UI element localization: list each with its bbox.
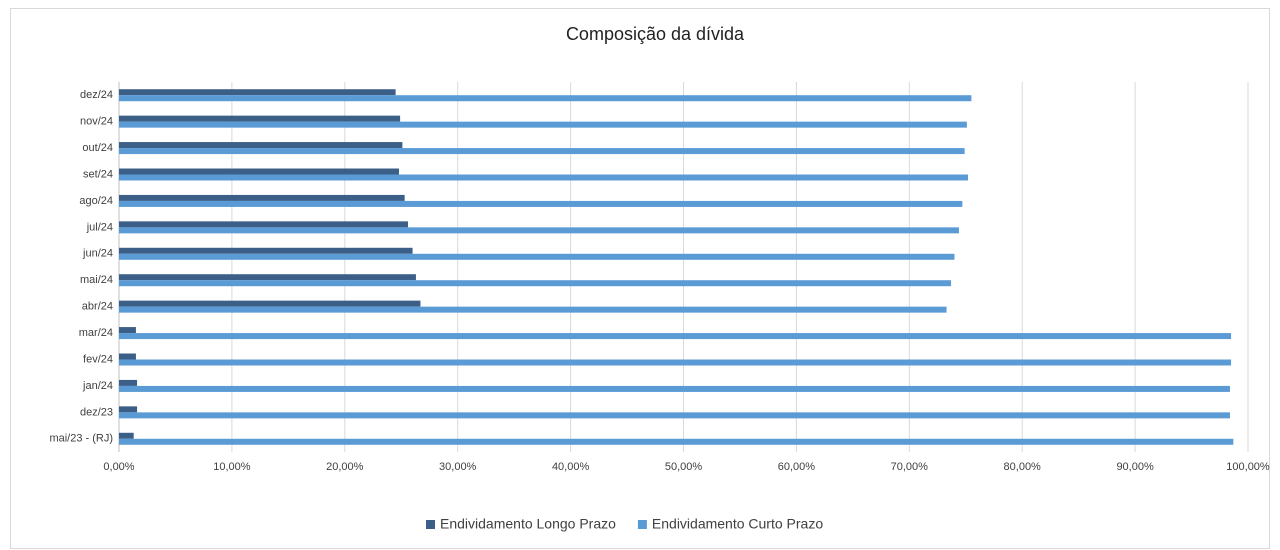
y-tick-label: mar/24 xyxy=(79,327,113,339)
bar xyxy=(119,174,969,181)
x-tick-label: 20,00% xyxy=(326,461,364,473)
bar xyxy=(119,379,138,386)
x-tick-label: 30,00% xyxy=(439,461,477,473)
bar xyxy=(119,200,963,207)
bar xyxy=(119,406,138,413)
bar xyxy=(119,142,403,149)
y-tick-label: jul/24 xyxy=(86,221,113,233)
bar xyxy=(119,247,413,254)
y-tick-label: fev/24 xyxy=(83,353,113,365)
bar xyxy=(119,221,409,228)
y-tick-label: set/24 xyxy=(83,168,113,180)
bar xyxy=(119,168,399,175)
x-tick-label: 100,00% xyxy=(1226,461,1270,473)
legend-label: Endividamento Longo Prazo xyxy=(440,516,616,532)
y-tick-label: mai/23 - (RJ) xyxy=(49,433,113,445)
bar xyxy=(119,333,1232,340)
bar xyxy=(119,438,1234,445)
bar xyxy=(119,432,134,439)
bar xyxy=(119,353,136,360)
y-tick-label: abr/24 xyxy=(82,301,113,313)
legend-swatch xyxy=(637,520,647,529)
bar xyxy=(119,306,947,313)
bar xyxy=(119,227,959,234)
legend-swatch xyxy=(426,520,435,529)
bar xyxy=(119,253,955,260)
y-tick-label: nov/24 xyxy=(80,116,113,128)
y-tick-label: out/24 xyxy=(82,142,113,154)
x-tick-label: 40,00% xyxy=(552,461,590,473)
x-tick-label: 60,00% xyxy=(778,461,816,473)
x-tick-label: 0,00% xyxy=(103,461,134,473)
bar xyxy=(119,148,965,155)
y-tick-label: dez/24 xyxy=(80,89,113,101)
y-tick-label: dez/23 xyxy=(80,406,113,418)
bar xyxy=(119,121,967,128)
y-tick-label: jan/24 xyxy=(82,380,113,392)
bar xyxy=(119,385,1230,392)
x-tick-label: 90,00% xyxy=(1116,461,1154,473)
x-tick-label: 10,00% xyxy=(213,461,251,473)
legend-label: Endividamento Curto Prazo xyxy=(652,516,823,532)
x-tick-label: 50,00% xyxy=(665,461,703,473)
y-tick-label: jun/24 xyxy=(82,248,113,260)
x-tick-label: 80,00% xyxy=(1004,461,1042,473)
bar xyxy=(119,412,1230,419)
bar xyxy=(119,300,421,307)
bar xyxy=(119,280,952,287)
y-tick-label: mai/24 xyxy=(80,274,113,286)
x-tick-label: 70,00% xyxy=(891,461,929,473)
bar xyxy=(119,115,401,122)
bar xyxy=(119,95,972,102)
bar xyxy=(119,194,405,201)
chart-title: Composição da dívida xyxy=(566,24,745,44)
bar xyxy=(119,274,416,281)
bar xyxy=(119,359,1232,366)
bar xyxy=(119,89,396,96)
bar xyxy=(119,327,136,334)
y-tick-label: ago/24 xyxy=(79,195,113,207)
